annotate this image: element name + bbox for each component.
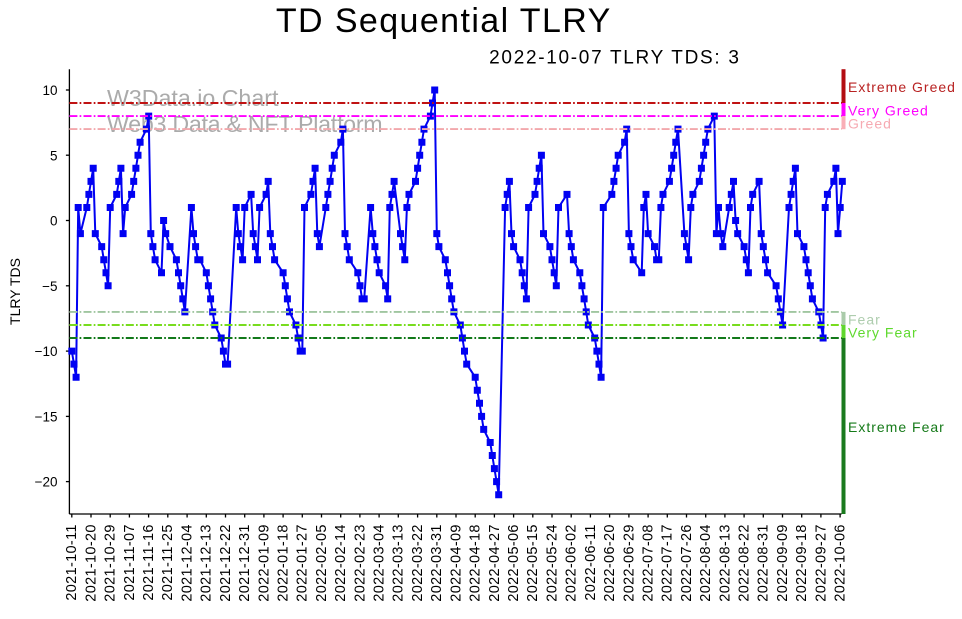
svg-text:2022-02-23: 2022-02-23 bbox=[352, 524, 368, 601]
svg-text:2021-11-16: 2021-11-16 bbox=[141, 524, 157, 600]
svg-text:2022-04-18: 2022-04-18 bbox=[468, 524, 484, 601]
svg-text:2022-09-09: 2022-09-09 bbox=[775, 524, 791, 601]
svg-text:2022-07-26: 2022-07-26 bbox=[679, 524, 695, 601]
svg-text:2021-12-31: 2021-12-31 bbox=[237, 524, 253, 601]
svg-text:2022-09-27: 2022-09-27 bbox=[813, 524, 829, 601]
svg-text:0: 0 bbox=[50, 214, 58, 229]
svg-text:2021-12-22: 2021-12-22 bbox=[218, 524, 234, 601]
svg-text:Greed: Greed bbox=[848, 116, 892, 132]
svg-text:2022-08-31: 2022-08-31 bbox=[756, 524, 772, 601]
svg-text:2022-04-09: 2022-04-09 bbox=[448, 524, 464, 601]
svg-text:2022-06-11: 2022-06-11 bbox=[583, 524, 599, 600]
svg-text:5: 5 bbox=[50, 148, 58, 163]
svg-text:Extreme Greed: Extreme Greed bbox=[848, 79, 956, 95]
svg-text:2022-09-18: 2022-09-18 bbox=[794, 524, 810, 601]
svg-text:TLRY TDS: TLRY TDS bbox=[7, 258, 23, 325]
svg-text:Very Fear: Very Fear bbox=[848, 325, 918, 341]
svg-text:2022-07-17: 2022-07-17 bbox=[660, 524, 676, 601]
svg-text:2021-12-13: 2021-12-13 bbox=[199, 524, 215, 601]
svg-text:2022-04-27: 2022-04-27 bbox=[487, 524, 503, 601]
svg-text:2022-02-14: 2022-02-14 bbox=[333, 524, 349, 601]
svg-text:Very Greed: Very Greed bbox=[848, 103, 929, 119]
svg-text:2022-08-13: 2022-08-13 bbox=[717, 524, 733, 601]
svg-text:2022-08-22: 2022-08-22 bbox=[737, 524, 753, 601]
svg-text:2021-10-11: 2021-10-11 bbox=[64, 524, 80, 600]
svg-text:2022-06-20: 2022-06-20 bbox=[602, 524, 618, 601]
svg-text:2021-10-29: 2021-10-29 bbox=[103, 524, 119, 601]
svg-text:2021-10-20: 2021-10-20 bbox=[83, 524, 99, 601]
svg-text:2021-12-04: 2021-12-04 bbox=[180, 524, 196, 601]
svg-text:2022-07-08: 2022-07-08 bbox=[641, 524, 657, 601]
svg-text:2022-06-29: 2022-06-29 bbox=[621, 524, 637, 601]
svg-text:2021-11-25: 2021-11-25 bbox=[160, 524, 176, 600]
svg-text:2022-03-04: 2022-03-04 bbox=[372, 524, 388, 601]
svg-text:−10: −10 bbox=[35, 344, 58, 359]
svg-text:2022-05-24: 2022-05-24 bbox=[544, 524, 560, 601]
svg-text:−15: −15 bbox=[35, 410, 58, 425]
svg-text:2022-08-04: 2022-08-04 bbox=[698, 524, 714, 601]
svg-text:Fear: Fear bbox=[848, 311, 881, 327]
svg-text:TD Sequential TLRY: TD Sequential TLRY bbox=[276, 2, 612, 40]
svg-text:2022-02-05: 2022-02-05 bbox=[314, 524, 330, 601]
svg-text:2022-01-09: 2022-01-09 bbox=[256, 524, 272, 601]
svg-text:2022-03-31: 2022-03-31 bbox=[429, 524, 445, 601]
svg-text:2022-05-15: 2022-05-15 bbox=[525, 524, 541, 601]
svg-text:Extreme Fear: Extreme Fear bbox=[848, 419, 945, 435]
svg-text:2022-10-06: 2022-10-06 bbox=[833, 524, 849, 601]
svg-text:2022-05-06: 2022-05-06 bbox=[506, 524, 522, 601]
svg-text:W3Data.io Chart: W3Data.io Chart bbox=[107, 85, 279, 111]
svg-text:2022-03-13: 2022-03-13 bbox=[391, 524, 407, 601]
svg-text:2022-03-22: 2022-03-22 bbox=[410, 524, 426, 601]
svg-text:2022-06-02: 2022-06-02 bbox=[564, 524, 580, 601]
svg-text:2022-10-07 TLRY TDS: 3: 2022-10-07 TLRY TDS: 3 bbox=[489, 48, 740, 69]
svg-text:2022-01-27: 2022-01-27 bbox=[295, 524, 311, 601]
svg-text:10: 10 bbox=[42, 83, 57, 98]
svg-text:−5: −5 bbox=[42, 279, 57, 294]
svg-text:−20: −20 bbox=[35, 475, 58, 490]
svg-text:2022-01-18: 2022-01-18 bbox=[276, 524, 292, 601]
svg-text:2021-11-07: 2021-11-07 bbox=[122, 524, 138, 600]
